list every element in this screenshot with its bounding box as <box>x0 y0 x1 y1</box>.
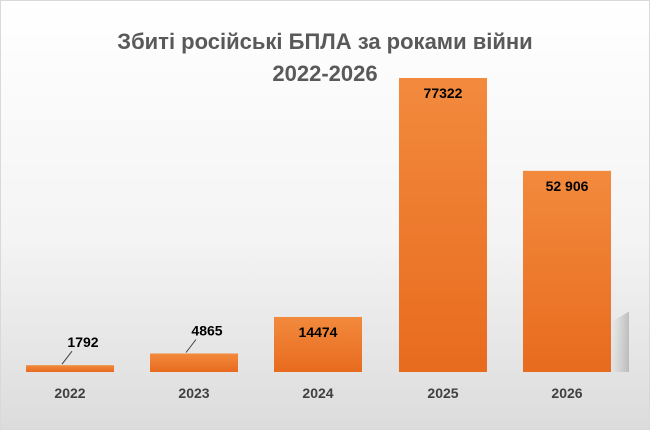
chart-subtitle-line: 2022-2026 <box>272 61 378 86</box>
chart-title-line: Збиті російські БПЛА за роками війни <box>117 29 533 54</box>
data-label-2022: 1792 <box>67 334 98 350</box>
x-tick-label-2022: 2022 <box>54 385 85 401</box>
x-tick-label-2025: 2025 <box>427 385 458 401</box>
leader-line-2023 <box>185 339 197 353</box>
x-tick-label-2024: 2024 <box>302 385 333 401</box>
x-tick-label-2023: 2023 <box>178 385 209 401</box>
bar-2022 <box>26 365 114 372</box>
data-label-2025: 77322 <box>424 85 463 101</box>
data-label-2023: 4865 <box>191 323 222 339</box>
bar-2026 <box>523 170 611 372</box>
bar-2025 <box>399 78 487 372</box>
bar-2023 <box>150 353 238 372</box>
chart-title: Збиті російські БПЛА за роками війни 202… <box>0 26 650 90</box>
data-label-2026: 52 906 <box>546 178 589 194</box>
bar-shadow <box>611 311 629 372</box>
leader-line-2022 <box>61 350 73 365</box>
bar-2024 <box>274 316 362 372</box>
x-tick-label-2026: 2026 <box>551 385 582 401</box>
data-label-2024: 14474 <box>299 324 338 340</box>
